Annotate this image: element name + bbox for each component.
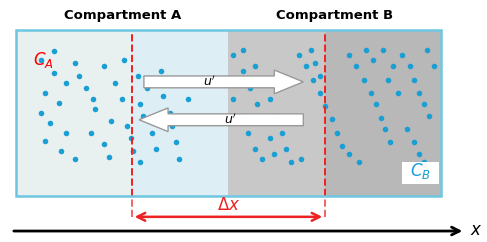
Bar [228, 30, 325, 196]
Text: $C_A$: $C_A$ [33, 50, 54, 70]
Bar [228, 30, 441, 196]
Bar [16, 30, 132, 196]
Polygon shape [139, 108, 303, 132]
Text: $C_B$: $C_B$ [410, 161, 431, 181]
Text: $\Delta x$: $\Delta x$ [217, 196, 240, 214]
Bar [16, 30, 441, 196]
Text: Compartment B: Compartment B [276, 9, 393, 22]
Bar [402, 162, 439, 184]
Text: $u'$: $u'$ [225, 113, 237, 127]
Text: $u'$: $u'$ [203, 74, 216, 89]
Text: Compartment A: Compartment A [63, 9, 181, 22]
Bar [16, 30, 228, 196]
Text: $x$: $x$ [470, 221, 483, 239]
Polygon shape [144, 70, 303, 94]
